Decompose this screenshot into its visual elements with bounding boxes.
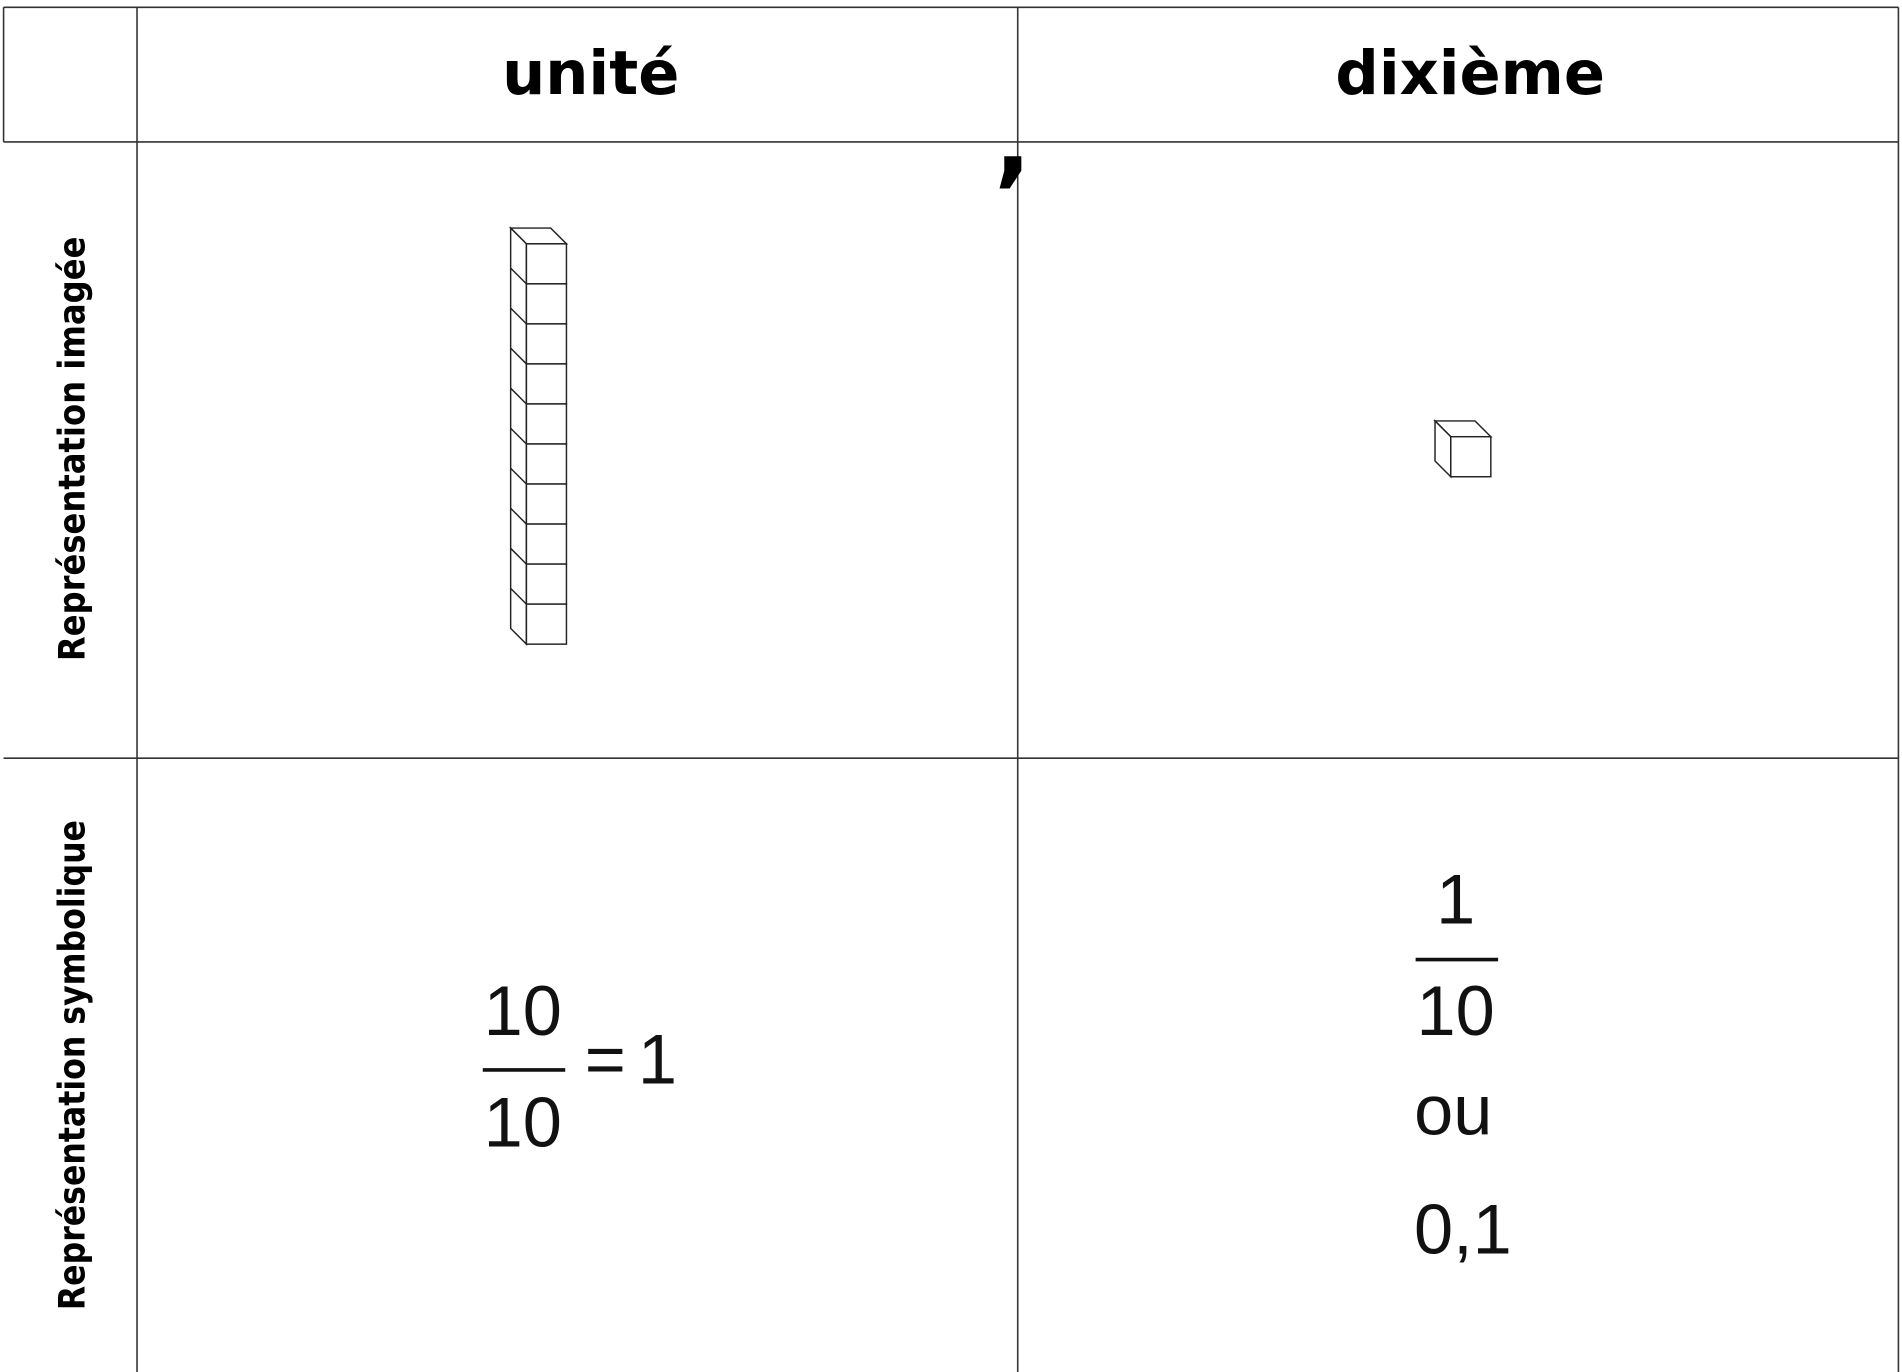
cube-edge bbox=[510, 427, 527, 445]
cube-front bbox=[525, 323, 568, 365]
cube-front bbox=[525, 363, 568, 405]
column-header: unité bbox=[502, 39, 679, 109]
numerator: 1 bbox=[1436, 860, 1475, 939]
cube-edge bbox=[510, 507, 527, 525]
cube-front bbox=[525, 483, 568, 525]
cube-front bbox=[525, 403, 568, 445]
single-cube bbox=[1433, 419, 1493, 479]
decimal-separator: , bbox=[994, 84, 1031, 197]
equals-sign: = bbox=[585, 1020, 626, 1099]
row-label: Représentation imagée bbox=[50, 237, 93, 662]
cube-edge bbox=[510, 587, 527, 605]
numerator: 10 bbox=[484, 971, 562, 1050]
table-grid bbox=[2, 6, 1900, 1372]
cube-edge bbox=[510, 467, 527, 485]
cube-edge bbox=[510, 267, 527, 285]
denominator: 10 bbox=[484, 1083, 562, 1162]
decimal-value: 0,1 bbox=[1414, 1189, 1512, 1268]
cube-front bbox=[525, 523, 568, 565]
cube-edge bbox=[510, 347, 527, 365]
cube-front bbox=[1450, 435, 1492, 478]
cube-front bbox=[525, 243, 568, 285]
denominator: 10 bbox=[1417, 971, 1495, 1050]
result: 1 bbox=[638, 1020, 677, 1099]
ten-cube-rod bbox=[508, 226, 569, 646]
cube-front bbox=[525, 443, 568, 485]
cube-edge bbox=[510, 307, 527, 325]
column-header: dixième bbox=[1335, 39, 1605, 109]
row-label: Représentation symbolique bbox=[50, 820, 93, 1310]
cube-edge bbox=[510, 387, 527, 405]
cube-front bbox=[525, 603, 568, 645]
or-word: ou bbox=[1414, 1071, 1492, 1150]
cube-front bbox=[525, 563, 568, 605]
cube-edge bbox=[510, 547, 527, 565]
cube-front bbox=[525, 283, 568, 325]
